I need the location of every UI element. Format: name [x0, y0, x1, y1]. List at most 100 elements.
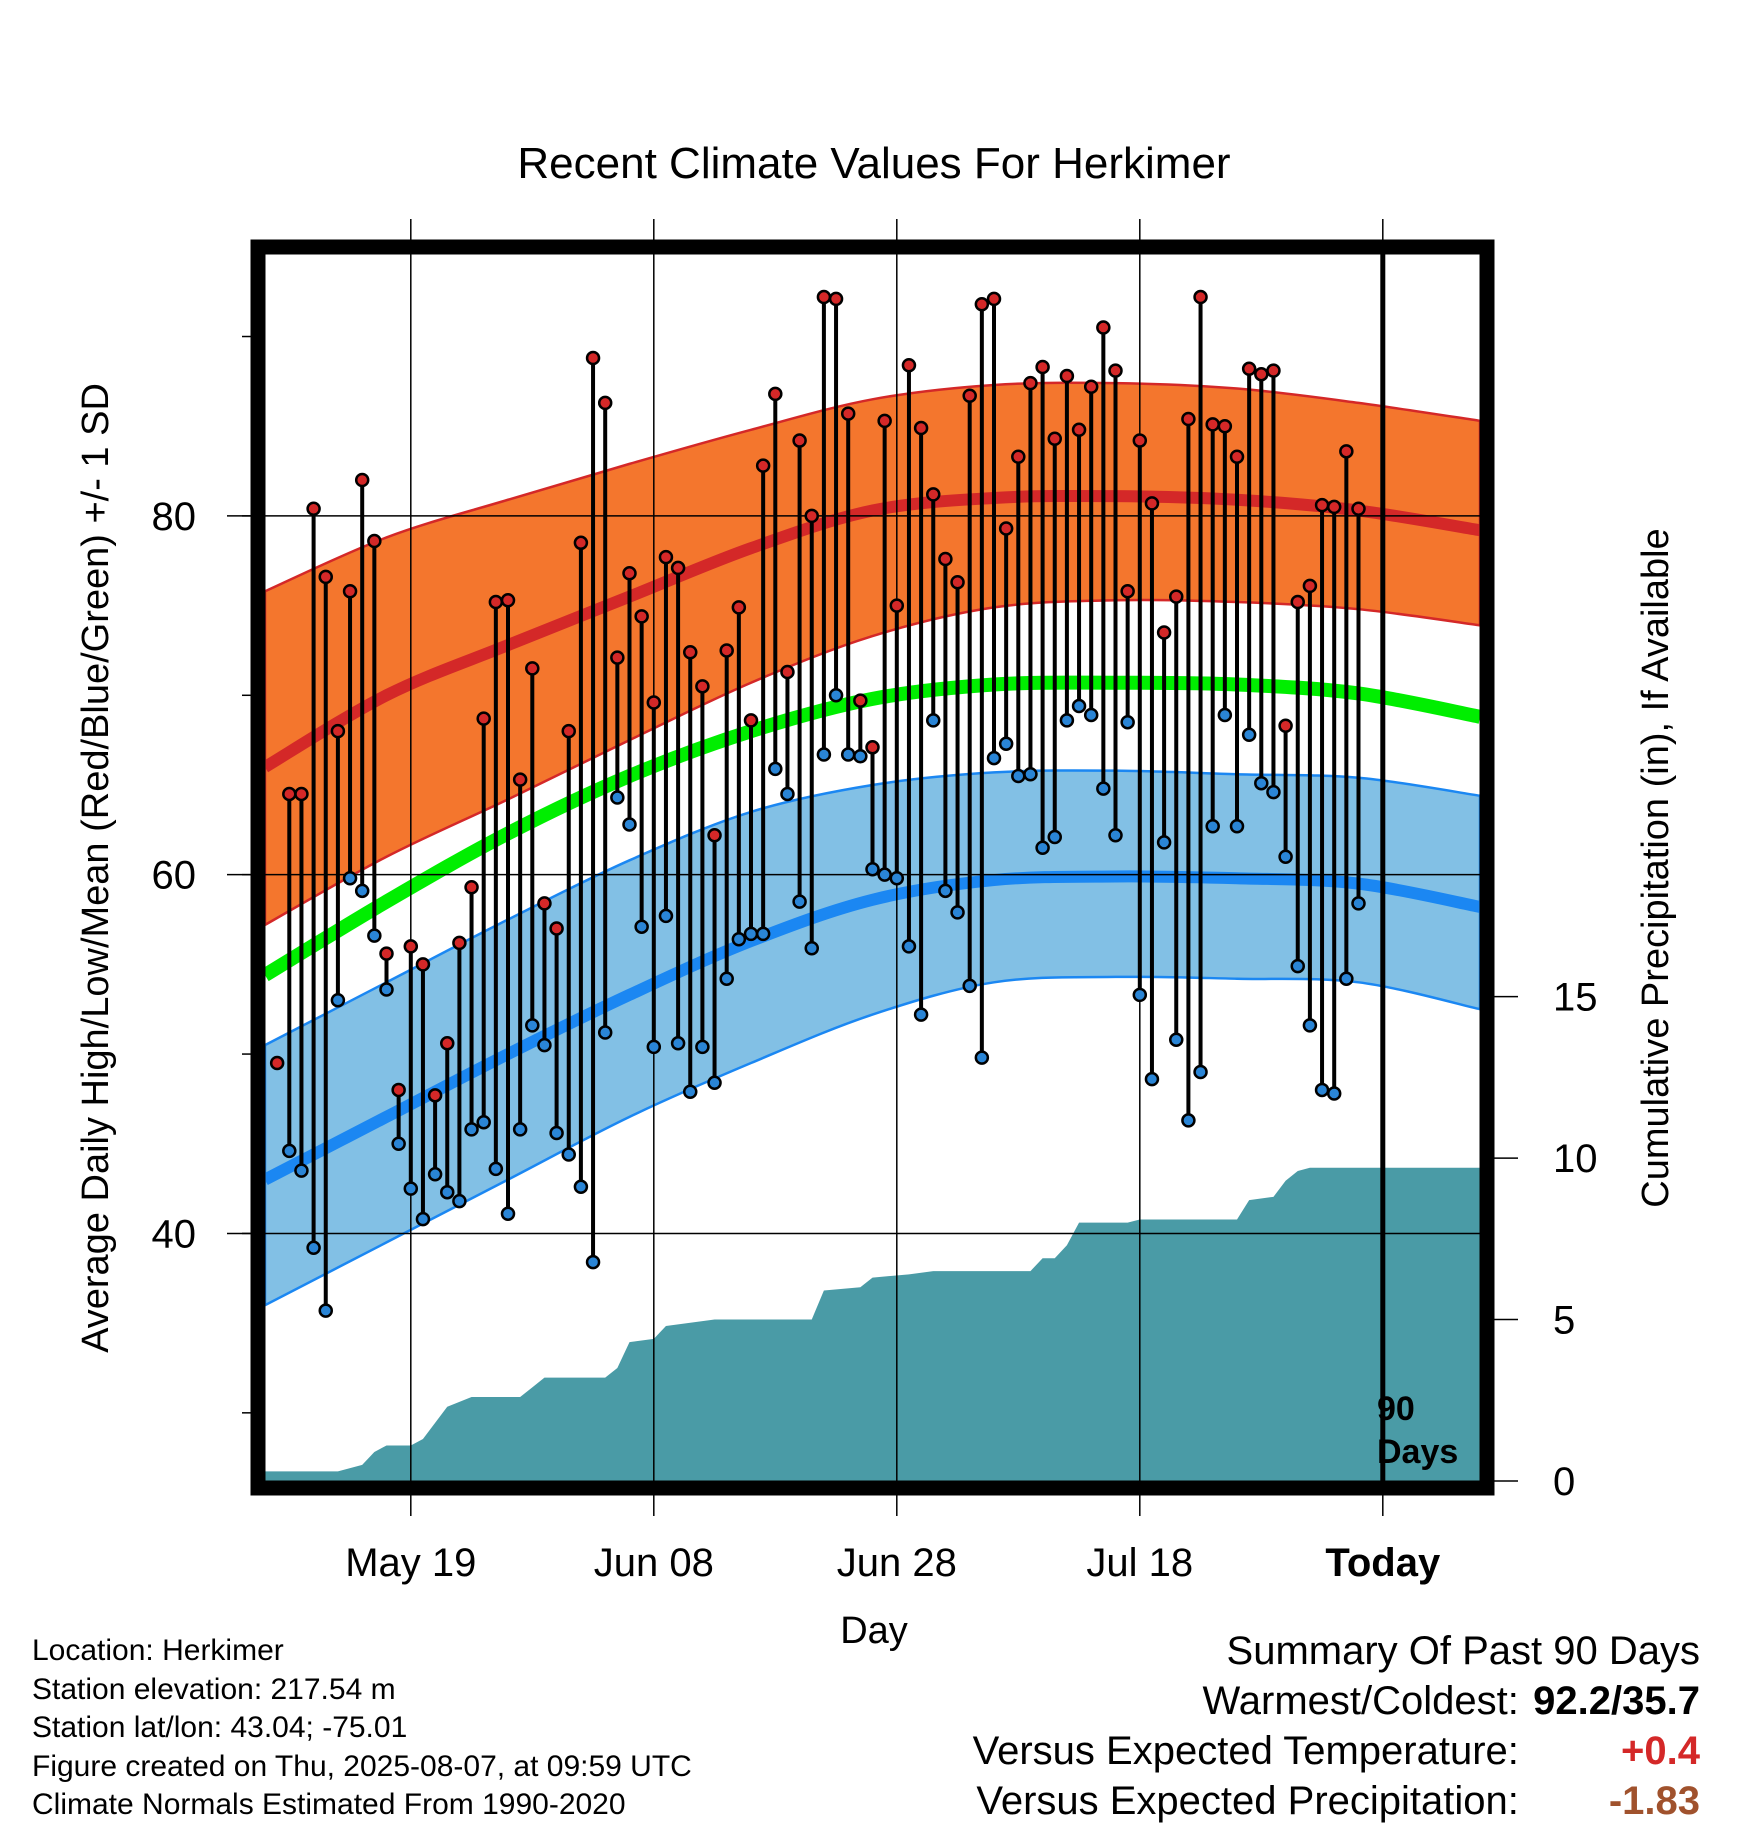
- daily-low-point: [1132, 987, 1148, 1003]
- daily-high-point: [1266, 363, 1281, 378]
- daily-high-point: [768, 386, 783, 402]
- daily-low-point: [561, 1147, 576, 1162]
- daily-high-point: [695, 679, 710, 694]
- daily-low-point: [282, 1143, 297, 1159]
- daily-low-point: [1169, 1032, 1184, 1047]
- precip-area: [265, 1167, 1480, 1481]
- daily-high-point: [877, 413, 892, 429]
- latlon-text: Station lat/lon: 43.04; -75.01: [32, 1711, 408, 1744]
- daily-high-point: [1108, 363, 1123, 378]
- daily-low-point: [1314, 1082, 1330, 1098]
- daily-high-point: [1023, 375, 1038, 391]
- daily-high-point: [1096, 320, 1111, 335]
- daily-low-point: [452, 1193, 467, 1209]
- daily-high-point: [622, 566, 637, 581]
- daily-high-point: [525, 661, 540, 676]
- daily-high-point: [367, 533, 382, 549]
- daily-low-point: [828, 688, 844, 703]
- daily-high-point: [901, 357, 917, 373]
- warmest-label: Warmest/Coldest:: [1202, 1679, 1519, 1723]
- daily-low-point: [1144, 1071, 1160, 1087]
- daily-high-point: [1132, 433, 1148, 448]
- daily-high-point: [828, 291, 844, 307]
- daily-low-point: [1339, 971, 1354, 986]
- temp-value: +0.4: [1621, 1729, 1700, 1773]
- daily-high-point: [573, 535, 589, 551]
- daily-high-point: [1278, 718, 1293, 734]
- daily-high-point: [1254, 366, 1269, 382]
- plot-frame: [250, 239, 1495, 1496]
- normals-text: Climate Normals Estimated From 1990-2020: [32, 1788, 626, 1821]
- daily-high-point: [1059, 368, 1075, 384]
- daily-low-point: [1011, 768, 1026, 784]
- y-tick-label: 80: [152, 495, 197, 539]
- daily-high-point: [938, 551, 953, 567]
- daily-low-point: [913, 1007, 929, 1022]
- temp-label: Versus Expected Temperature:: [972, 1729, 1519, 1773]
- daily-high-point: [464, 879, 479, 895]
- precip-layer: [265, 1167, 1480, 1481]
- temp-row: Versus Expected Temperature: +0.4: [973, 1726, 1700, 1776]
- created-text: Figure created on Thu, 2025-08-07, at 09…: [32, 1749, 692, 1783]
- daily-high-point: [549, 921, 564, 936]
- daily-high-point: [792, 433, 807, 448]
- daily-low-point: [512, 1122, 528, 1137]
- daily-low-point: [1059, 713, 1075, 728]
- daily-high-point: [853, 693, 868, 708]
- daily-low-point: [488, 1161, 504, 1177]
- x-axis-label: Day: [840, 1610, 908, 1652]
- daily-low-point: [464, 1122, 479, 1137]
- daily-low-point: [877, 867, 892, 882]
- daily-low-point: [342, 871, 358, 886]
- daily-low-point: [865, 862, 880, 877]
- daily-high-point: [1205, 417, 1220, 432]
- daily-low-point: [549, 1125, 564, 1141]
- daily-low-point: [901, 939, 917, 954]
- daily-low-point: [379, 982, 394, 997]
- daily-low-point: [1120, 714, 1135, 730]
- daily-high-point: [683, 644, 698, 660]
- daily-low-point: [1181, 1113, 1196, 1128]
- daily-low-point: [1023, 766, 1038, 782]
- daily-low-point: [367, 928, 382, 943]
- daily-high-point: [658, 549, 674, 565]
- daily-low-point: [986, 750, 1002, 766]
- daily-high-point: [403, 939, 419, 954]
- daily-high-point: [670, 560, 686, 576]
- daily-low-point: [768, 761, 783, 777]
- daily-high-point: [1326, 499, 1342, 515]
- daily-point: [269, 1055, 285, 1071]
- daily-high-point: [452, 935, 467, 951]
- daily-high-point: [1156, 625, 1172, 640]
- daily-high-point: [1351, 501, 1366, 516]
- daily-low-point: [427, 1167, 443, 1182]
- daily-low-point: [585, 1254, 601, 1270]
- daily-low-point: [816, 747, 832, 762]
- daily-high-point: [804, 508, 819, 524]
- daily-high-point: [1047, 431, 1062, 447]
- daily-low-point: [1096, 781, 1111, 796]
- daily-high-point: [512, 772, 528, 787]
- daily-low-point: [525, 1018, 540, 1033]
- daily-high-point: [306, 501, 321, 516]
- daily-low-point: [658, 908, 674, 924]
- daily-high-point: [719, 643, 734, 658]
- daily-high-point: [986, 291, 1002, 307]
- daily-low-point: [743, 926, 759, 942]
- daily-high-point: [427, 1088, 443, 1103]
- series-layer: [269, 289, 1366, 1318]
- daily-high-point: [476, 711, 491, 726]
- y2-tick-label: 10: [1553, 1137, 1598, 1181]
- daily-high-point: [950, 575, 965, 590]
- today-days-number: 90: [1377, 1390, 1415, 1428]
- daily-low-point: [1108, 827, 1123, 843]
- daily-low-point: [1266, 784, 1281, 800]
- daily-low-point: [646, 1039, 662, 1055]
- daily-high-point: [1035, 359, 1050, 375]
- y2-tick-label: 15: [1553, 976, 1598, 1020]
- daily-high-point: [379, 946, 394, 961]
- daily-low-point: [1351, 896, 1366, 911]
- daily-low-point: [998, 736, 1014, 751]
- daily-low-point: [415, 1211, 431, 1227]
